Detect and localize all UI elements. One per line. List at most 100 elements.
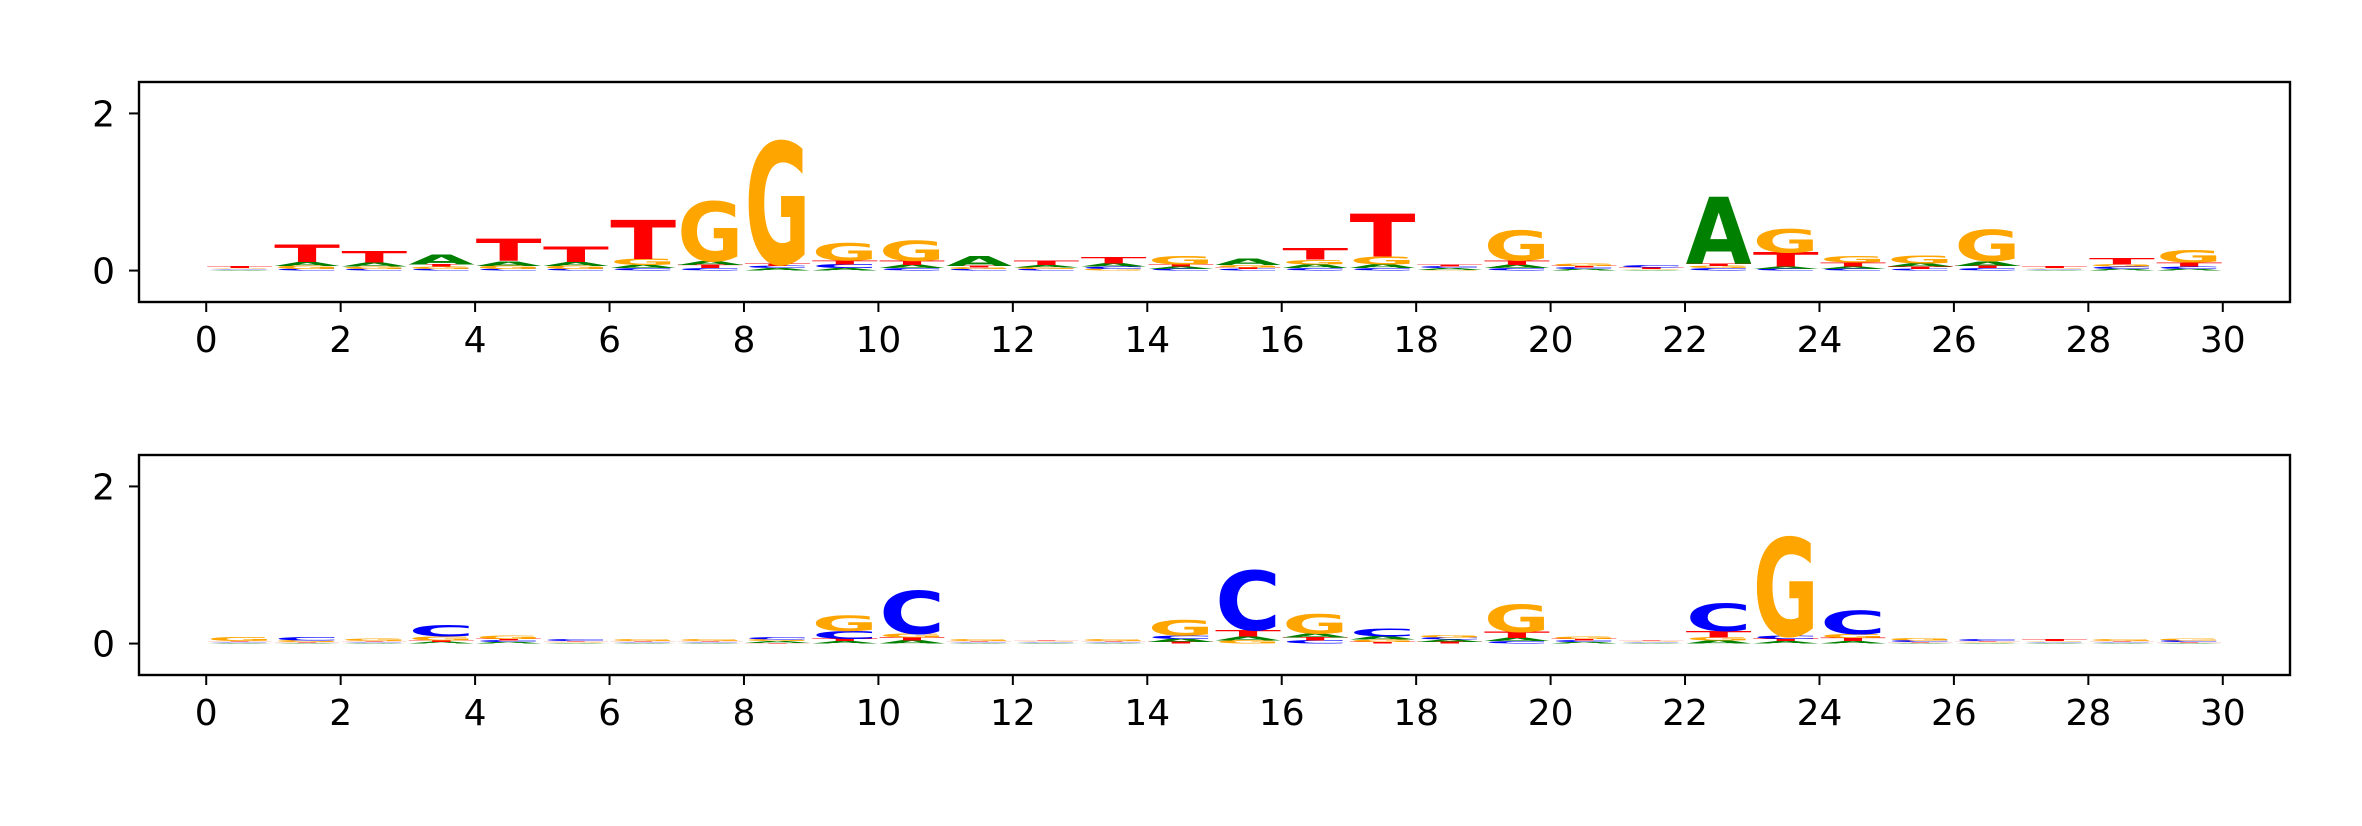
x-tick-label: 12 — [990, 693, 1036, 734]
logo-letter-G-pos-21: G — [1618, 641, 1684, 642]
logo-letter-C-pos-0: C — [207, 642, 273, 643]
logo-letter-T-pos-29: T — [2156, 642, 2222, 643]
logo-letter-C-pos-2: C — [341, 269, 407, 272]
logo-letter-G-pos-18: G — [1417, 270, 1483, 271]
x-tick-label: 24 — [1797, 320, 1843, 361]
logo-letter-C-pos-0: C — [207, 269, 273, 270]
logo-letter-G-pos-11: G — [946, 639, 1012, 642]
logo-letter-A-pos-9: A — [812, 268, 878, 272]
x-tick-label: 6 — [598, 320, 621, 361]
logo-letter-C-pos-8: C — [745, 637, 811, 641]
logo-letter-C-pos-11: C — [946, 269, 1012, 272]
logo-letter-C-pos-16: C — [1282, 640, 1348, 645]
logo-letter-G-pos-11: G — [946, 267, 1012, 270]
logo-letter-C-pos-13: C — [1081, 266, 1147, 270]
logo-letter-T-pos-29: T — [2156, 262, 2222, 268]
x-tick-label: 20 — [1528, 693, 1574, 734]
logo-letter-T-pos-13: T — [1081, 641, 1147, 642]
y-tick-label: 0 — [92, 252, 115, 293]
logo-letter-C-pos-18: C — [1417, 266, 1483, 269]
logo-letter-A-pos-22: A — [1686, 179, 1752, 286]
logo-letter-T-pos-1: T — [274, 642, 340, 643]
logo-letter-G-pos-20: G — [1551, 636, 1617, 640]
logo-letter-A-pos-21: A — [1618, 270, 1684, 271]
logo-letter-C-pos-19: C — [1484, 641, 1550, 645]
logo-letter-T-pos-2: T — [341, 248, 407, 267]
x-tick-label: 18 — [1393, 693, 1439, 734]
logo-letter-A-pos-22: A — [1686, 640, 1752, 645]
logo-letter-C-pos-20: C — [1551, 640, 1617, 643]
logo-letter-G-pos-3: G — [409, 266, 475, 270]
logo-letter-G-pos-16: G — [1282, 258, 1348, 265]
logo-letter-A-pos-23: A — [1753, 641, 1819, 645]
logo-letter-A-pos-27: A — [2022, 270, 2088, 271]
logo-letter-G-pos-5: G — [543, 642, 609, 643]
logo-letter-G-pos-14: G — [1148, 616, 1214, 641]
logo-letter-A-pos-10: A — [879, 640, 945, 645]
x-tick-label: 16 — [1259, 320, 1305, 361]
logo-letter-G-pos-6: G — [610, 639, 676, 642]
logo-letter-A-pos-26: A — [1955, 643, 2021, 644]
logo-letter-G-pos-10: G — [879, 632, 945, 638]
logo-letter-T-pos-27: T — [2022, 639, 2088, 641]
logo-letter-A-pos-16: A — [1282, 263, 1348, 269]
x-tick-label: 24 — [1797, 693, 1843, 734]
logo-letter-A-pos-17: A — [1350, 263, 1416, 269]
logo-letter-G-pos-19: G — [1484, 597, 1550, 641]
logo-letter-G-pos-15: G — [1215, 640, 1281, 645]
logo-letter-C-pos-28: C — [2089, 642, 2155, 643]
logo-letter-A-pos-4: A — [476, 260, 542, 267]
logo-letter-A-pos-13: A — [1081, 263, 1147, 268]
logo-letter-T-pos-0: T — [207, 641, 273, 642]
logo-letter-A-pos-6: A — [610, 264, 676, 269]
logo-letter-T-pos-4: T — [476, 233, 542, 268]
logo-letter-A-pos-19: A — [1484, 264, 1550, 269]
logo-letter-T-pos-24: T — [1820, 262, 1886, 268]
logo-letter-C-pos-19: C — [1484, 268, 1550, 272]
logo-letter-T-pos-25: T — [1887, 266, 1953, 270]
logo-letter-T-pos-21: T — [1618, 267, 1684, 269]
logo-letter-A-pos-20: A — [1551, 642, 1617, 645]
logo-letter-T-pos-17: T — [1350, 202, 1416, 271]
logo-letter-T-pos-18: T — [1417, 642, 1483, 644]
logo-letter-C-pos-11: C — [946, 642, 1012, 643]
y-tick-label: 2 — [92, 94, 115, 135]
logo-letter-G-pos-12: G — [1014, 641, 1080, 642]
logo-letter-G-pos-9: G — [812, 238, 878, 266]
logo-letter-A-pos-12: A — [1014, 643, 1080, 644]
axes-frame — [137, 80, 2292, 304]
logo-letter-G-pos-19: G — [1484, 223, 1550, 271]
x-tick-label: 14 — [1124, 693, 1170, 734]
logo-letter-G-pos-27: G — [2022, 268, 2088, 269]
logo-letter-G-pos-14: G — [1148, 253, 1214, 267]
logo-letter-T-pos-19: T — [1484, 259, 1550, 267]
logo-letter-G-pos-7: G — [677, 186, 743, 280]
logo-letter-C-pos-27: C — [2022, 642, 2088, 643]
logo-letter-G-pos-1: G — [274, 640, 340, 643]
logo-letter-C-pos-5: C — [543, 269, 609, 272]
logo-letter-C-pos-4: C — [476, 640, 542, 643]
logo-letter-A-pos-26: A — [1955, 260, 2021, 267]
logo-letter-A-pos-11: A — [946, 254, 1012, 269]
logo-letter-A-pos-28: A — [2089, 269, 2155, 272]
logo-letter-G-pos-26: G — [1955, 222, 2021, 272]
logo-letter-T-pos-5: T — [543, 641, 609, 642]
y-tick-label: 0 — [92, 625, 115, 666]
x-tick-label: 12 — [990, 320, 1036, 361]
logo-letter-G-pos-23: G — [1753, 223, 1819, 260]
logo-letter-C-pos-23: C — [1753, 635, 1819, 640]
logo-letter-T-pos-8: T — [745, 263, 811, 267]
logo-letter-A-pos-18: A — [1417, 268, 1483, 271]
logo-letter-G-pos-23: G — [1753, 512, 1819, 669]
logo-letter-G-pos-17: G — [1350, 255, 1416, 267]
logo-letter-C-pos-27: C — [2022, 269, 2088, 270]
logo-letter-C-pos-18: C — [1417, 637, 1483, 641]
logo-letter-T-pos-22: T — [1686, 263, 1752, 267]
logo-letter-T-pos-9: T — [812, 638, 878, 642]
logo-letter-A-pos-6: A — [610, 643, 676, 644]
logo-letter-A-pos-9: A — [812, 641, 878, 645]
logo-letter-C-pos-17: C — [1350, 627, 1416, 639]
logo-letter-A-pos-24: A — [1820, 266, 1886, 270]
logo-letter-A-pos-29: A — [2156, 643, 2222, 644]
logo-letter-T-pos-17: T — [1350, 642, 1416, 644]
